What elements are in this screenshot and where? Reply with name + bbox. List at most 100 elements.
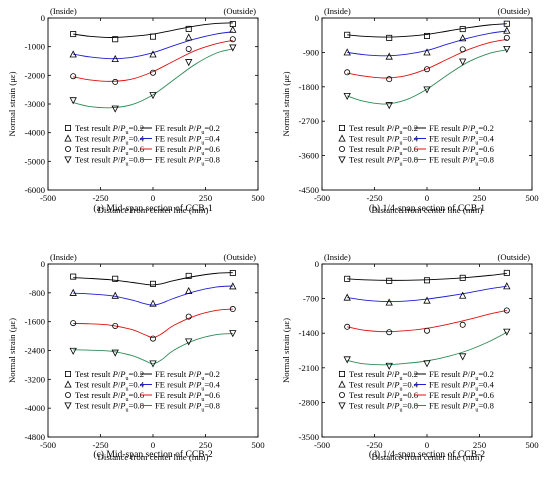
x-tick-label: 0 (425, 193, 430, 203)
test-point (229, 330, 237, 338)
x-tick-label: 250 (473, 193, 487, 203)
series-1 (344, 269, 510, 284)
test-point (149, 33, 156, 40)
legend-fe-label: FE result P/Pu=0.2 (429, 123, 494, 136)
test-point (229, 25, 237, 33)
legend-marker (65, 125, 72, 132)
y-axis-label: Normal strain (με) (7, 318, 17, 383)
test-point (423, 327, 430, 334)
legend-fe-label: FE result P/Pu=0.8 (155, 401, 220, 414)
legend-marker (65, 391, 72, 398)
test-point (229, 270, 236, 277)
x-tick-label: -500 (40, 193, 57, 203)
legend-test-label: Test result P/Pu=0.2 (75, 123, 144, 136)
chart-panels: -500 -250 0 250 5000-1000-2000-3000-4000-500… (7, 6, 539, 462)
test-point (385, 52, 393, 60)
y-tick-label: -1000 (24, 42, 45, 52)
series-3 (70, 36, 236, 85)
test-point (69, 97, 77, 105)
legend-marker (64, 156, 72, 164)
x-axis-label: Distance from center line (mm) (98, 205, 209, 215)
test-point (459, 58, 467, 66)
fe-curve (73, 272, 233, 286)
test-point (69, 50, 77, 58)
test-point (229, 44, 237, 52)
test-point (343, 356, 351, 364)
legend-test-label: Test result P/Pu=0.6 (75, 144, 145, 157)
y-tick-label: 0 (41, 13, 46, 23)
corner-label-inside: (Inside) (50, 6, 77, 16)
legend-marker (338, 402, 346, 410)
panel-caption: (c) Mid-span section of CCB-2 (93, 449, 213, 460)
test-point (503, 328, 511, 336)
corner-label-inside: (Inside) (324, 6, 351, 16)
legend-test-label: Test result P/Pu=0.4 (75, 134, 145, 147)
legend-fe-label: FE result P/Pu=0.4 (429, 134, 495, 147)
series-1 (344, 20, 510, 41)
x-tick-label: 500 (525, 193, 539, 203)
x-tick-label: -500 (40, 440, 57, 450)
fe-curve (347, 30, 507, 57)
test-point (149, 280, 156, 287)
legend-fe-label: FE result P/Pu=0.4 (429, 380, 495, 393)
test-point (229, 282, 237, 290)
test-point (423, 66, 430, 73)
legend-test-label: Test result P/Pu=0.2 (75, 369, 144, 382)
series-1 (70, 21, 236, 43)
legend: Test result P/Pu=0.2 FE result P/Pu=0.2 Te… (338, 123, 495, 168)
legend-marker (338, 391, 345, 398)
fe-curve (73, 39, 233, 82)
legend-test-label: Test result P/Pu=0.8 (349, 155, 418, 168)
corner-label-outside: (Outside) (498, 252, 531, 262)
test-point (423, 86, 431, 94)
y-axis-label: Normal strain (με) (281, 318, 291, 383)
fe-curve (73, 333, 233, 365)
test-point (70, 273, 77, 280)
x-tick-label: 500 (525, 440, 539, 450)
fe-curve (73, 308, 233, 338)
test-point (185, 33, 193, 41)
test-point (423, 48, 431, 56)
fe-curve (347, 285, 507, 303)
test-point (185, 45, 192, 52)
y-tick-label: -3600 (298, 151, 319, 161)
fe-curve (347, 38, 507, 79)
x-tick-label: 250 (199, 193, 213, 203)
test-point (149, 360, 157, 368)
y-tick-label: 0 (315, 259, 320, 269)
test-point (69, 288, 77, 296)
test-point (503, 20, 510, 27)
legend-fe-label: FE result P/Pu=0.8 (429, 401, 494, 414)
legend-test-label: Test result P/Pu=0.8 (349, 401, 418, 414)
y-tick-label: -2400 (24, 346, 45, 356)
chart-panel-2: -500 -250 0 250 500 0 -900 -1800 -2700 -3600 -4500… (281, 6, 539, 215)
test-point (423, 32, 430, 39)
legend-marker (338, 145, 345, 152)
test-point (149, 69, 156, 76)
fe-curve (73, 48, 233, 109)
series-3 (70, 306, 236, 342)
legend-fe-label: FE result P/Pu=0.8 (429, 155, 494, 168)
test-point (149, 50, 157, 58)
x-tick-label: -500 (314, 440, 331, 450)
series-3 (344, 307, 510, 336)
legend-fe-label: FE result P/Pu=0.6 (429, 390, 495, 403)
test-point (343, 92, 351, 101)
y-tick-label: 0 (315, 13, 320, 23)
x-tick-label: -250 (92, 440, 109, 450)
legend-fe-label: FE result P/Pu=0.6 (429, 144, 495, 157)
series-1 (70, 270, 236, 287)
y-tick-label: -2100 (298, 363, 319, 373)
x-tick-label: 0 (425, 440, 430, 450)
test-point (503, 34, 510, 41)
legend: Test result P/Pu=0.2 FE result P/Pu=0.2 Te… (64, 123, 221, 168)
legend-marker (64, 134, 72, 142)
test-point (111, 105, 119, 113)
y-tick-label: -3500 (298, 432, 319, 442)
test-point (70, 320, 77, 327)
y-tick-label: 0 (41, 259, 46, 269)
x-tick-label: 500 (251, 193, 265, 203)
series-4 (69, 44, 237, 113)
test-point (386, 76, 393, 83)
